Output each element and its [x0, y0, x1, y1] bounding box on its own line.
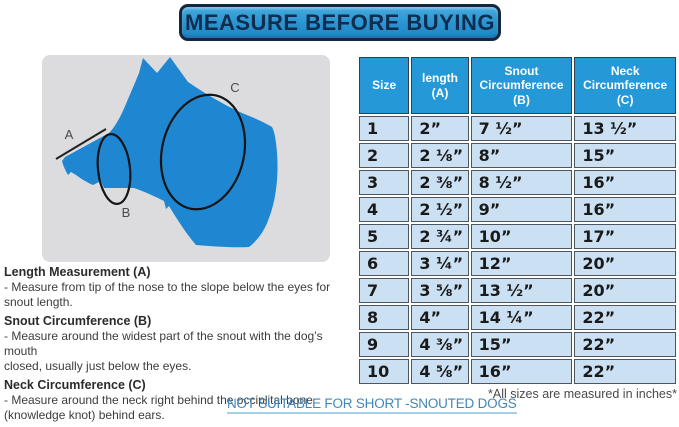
neck-circumference-cell: 16”	[574, 197, 676, 222]
neck-circumference-heading: Neck Circumference (C)	[4, 378, 146, 393]
snout-circumference-cell: 8”	[470, 143, 573, 168]
snout-circumference-cell: 8 ½”	[470, 170, 573, 195]
neck-circumference-text: - Measure around the neck right behind t…	[4, 393, 313, 422]
dog-measurement-panel: A B C	[42, 55, 330, 262]
not-suitable-warning: NOT SUITABLE FOR SHORT -SNOUTED DOGS	[227, 396, 517, 414]
size-cell: 7	[359, 278, 410, 303]
neck-circumference-cell: 16”	[574, 170, 676, 195]
neck-circumference-cell: 17”	[574, 224, 676, 249]
size-cell: 2	[359, 143, 410, 168]
neck-circumference-cell: 13 ½”	[574, 116, 676, 141]
size-cell: 4	[359, 197, 410, 222]
diagram-label-c: C	[230, 80, 239, 95]
neck-circumference-cell: 22”	[574, 332, 676, 357]
snout-circumference-cell: 13 ½”	[470, 278, 573, 303]
neck-circumference-cell: 15”	[574, 143, 676, 168]
size-cell: 9	[359, 332, 410, 357]
neck-circumference-cell: 20”	[574, 251, 676, 276]
size-cell: 5	[359, 224, 410, 249]
table-row: 8 4” 14 ¼” 22”	[359, 305, 676, 330]
snout-circumference-cell: 12”	[470, 251, 573, 276]
length-cell: 2 ¾”	[411, 224, 469, 249]
size-table: Size length (A) Snout Circumference (B) Nec…	[357, 55, 678, 386]
length-cell: 2 ⅜”	[411, 170, 469, 195]
diagram-label-b: B	[122, 205, 131, 220]
size-cell: 6	[359, 251, 410, 276]
snout-circumference-cell: 10”	[470, 224, 573, 249]
column-header: length (A)	[411, 57, 469, 114]
length-measurement-text: - Measure from tip of the nose to the sl…	[4, 280, 331, 309]
snout-circumference-section: Snout Circumference (B) - Measure around…	[4, 314, 356, 373]
neck-circumference-ellipse	[159, 93, 247, 211]
neck-circumference-section: Neck Circumference (C) - Measure around …	[4, 378, 356, 422]
diagram-label-a: A	[65, 127, 74, 142]
snout-circumference-cell: 7 ½”	[470, 116, 573, 141]
dog-silhouette	[62, 57, 278, 248]
neck-circumference-cell: 22”	[574, 359, 676, 384]
snout-circumference-cell: 9”	[470, 197, 573, 222]
length-cell: 3 ⅝”	[411, 278, 469, 303]
sizes-footnote: *All sizes are measured in inches*	[488, 387, 677, 401]
length-measure-line	[55, 128, 107, 160]
measurement-descriptions: Length Measurement (A) - Measure from ti…	[4, 265, 356, 427]
banner-title: MEASURE BEFORE BUYING	[185, 9, 495, 35]
length-cell: 4”	[411, 305, 469, 330]
snout-circumference-cell: 16”	[470, 359, 573, 384]
length-cell: 2”	[411, 116, 469, 141]
length-measurement-section: Length Measurement (A) - Measure from ti…	[4, 265, 356, 309]
size-cell: 3	[359, 170, 410, 195]
column-header: Snout Circumference (B)	[470, 57, 573, 114]
table-header-row: Size length (A) Snout Circumference (B) Nec…	[359, 57, 676, 114]
column-header: Size	[359, 57, 410, 114]
size-cell: 8	[359, 305, 410, 330]
column-header: Neck Circumference (C)	[574, 57, 676, 114]
length-cell: 2 ½”	[411, 197, 469, 222]
table-row: 10 4 ⅝” 16” 22”	[359, 359, 676, 384]
length-cell: 3 ¼”	[411, 251, 469, 276]
length-cell: 4 ⅝”	[411, 359, 469, 384]
size-cell: 1	[359, 116, 410, 141]
table-row: 1 2” 7 ½” 13 ½”	[359, 116, 676, 141]
snout-circumference-cell: 14 ¼”	[470, 305, 573, 330]
snout-circumference-heading: Snout Circumference (B)	[4, 314, 152, 329]
measure-before-buying-banner: MEASURE BEFORE BUYING	[179, 4, 501, 41]
snout-circumference-ellipse	[96, 133, 132, 205]
neck-circumference-cell: 20”	[574, 278, 676, 303]
snout-circumference-text: - Measure around the widest part of the …	[4, 329, 323, 373]
snout-circumference-cell: 15”	[470, 332, 573, 357]
dog-head-diagram: A B C	[55, 57, 278, 248]
length-measurement-heading: Length Measurement (A)	[4, 265, 151, 279]
length-cell: 2 ⅛”	[411, 143, 469, 168]
size-cell: 10	[359, 359, 410, 384]
neck-circumference-cell: 22”	[574, 305, 676, 330]
length-cell: 4 ⅜”	[411, 332, 469, 357]
